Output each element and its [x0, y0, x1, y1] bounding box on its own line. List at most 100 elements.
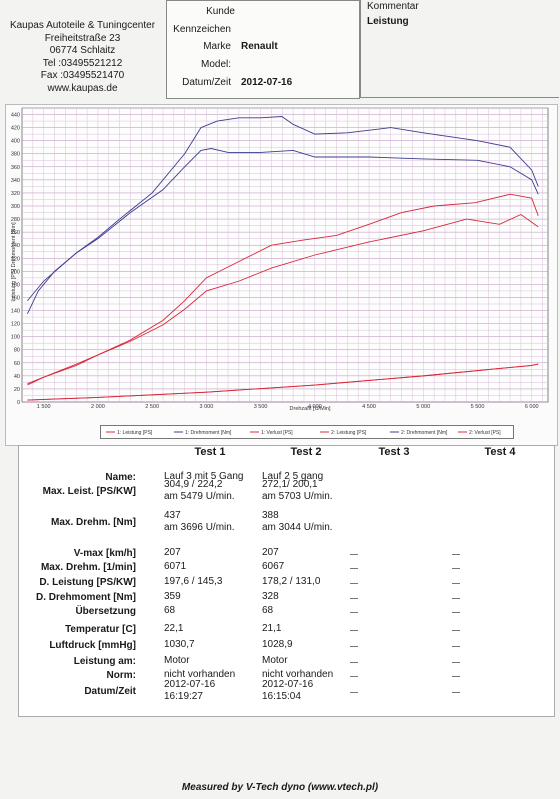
comment-box: Kommentar Leistung	[360, 0, 559, 98]
cell-t2: 207	[262, 547, 279, 558]
y-tick-label: 300	[11, 204, 20, 210]
dyno-chart: 0 20 40 60 80 100 120 140 160 180 200 220 240 260 280 3…	[11, 107, 549, 412]
series-line-6	[27, 363, 539, 401]
empty-cell-dash	[350, 646, 358, 647]
row-label: Name:	[105, 472, 136, 483]
x-tick-label: 5 000	[416, 404, 430, 410]
cell-t1: 304,9 / 224,2 am 5479 U/min.	[164, 479, 235, 502]
y-tick-label: 20	[14, 387, 20, 393]
empty-cell-dash	[350, 568, 358, 569]
kunde-label: Kunde	[206, 6, 235, 17]
footer-credit: Measured by V-Tech dyno (www.vtech.pl)	[181, 782, 379, 793]
results-table	[18, 445, 555, 717]
company-name: Kaupas Autoteile & Tuningcenter	[9, 20, 156, 31]
cell-t2: 328	[262, 591, 279, 602]
row-label: D. Drehmoment [Nm]	[35, 592, 136, 603]
cell-t1: 359	[164, 591, 181, 602]
x-tick-label: 4 500	[362, 404, 376, 410]
y-tick-label: 380	[11, 152, 20, 158]
legend-item: 1: Drehmoment [Nm]	[185, 430, 232, 436]
kennzeichen-label: Kennzeichen	[173, 24, 231, 35]
empty-cell-dash	[452, 568, 460, 569]
empty-cell-dash	[452, 598, 460, 599]
x-tick-label: 4 000	[308, 404, 322, 410]
cell-t1: 1030,7	[164, 639, 195, 650]
empty-cell-dash	[452, 676, 460, 677]
datum-label: Datum/Zeit	[182, 77, 231, 88]
cell-t1: 2012-07-16 16:19:27	[164, 679, 216, 702]
empty-cell-dash	[350, 583, 358, 584]
empty-cell-dash	[350, 612, 358, 613]
y-tick-label: 120	[11, 322, 20, 328]
series-line-5	[27, 148, 539, 302]
cell-t2: 388 am 3044 U/min.	[262, 510, 333, 533]
vehicle-info-box: Kunde Kennzeichen Marke Renault Model: D…	[166, 0, 360, 99]
empty-cell-dash	[350, 598, 358, 599]
y-tick-label: 360	[11, 165, 20, 171]
series-line-4	[27, 213, 539, 386]
y-tick-label: 220	[11, 256, 20, 262]
cell-t2: 2012-07-16 16:15:04	[262, 679, 314, 702]
y-tick-label: 280	[11, 217, 20, 223]
row-label: Übersetzung	[75, 606, 136, 617]
cell-t1: 207	[164, 547, 181, 558]
cell-t1: 6071	[164, 561, 187, 572]
empty-cell-dash	[350, 676, 358, 677]
cell-t2: 272,1/ 200,1 am 5703 U/min.	[262, 479, 333, 502]
cell-t1: Motor	[164, 655, 190, 666]
y-tick-label: 180	[11, 282, 20, 288]
chart-series	[27, 116, 539, 401]
empty-cell-dash	[452, 554, 460, 555]
chart-legend	[100, 425, 514, 439]
y-tick-label: 320	[11, 191, 20, 197]
comment-value: Leistung	[367, 16, 409, 27]
cell-t1: Lauf 3 mit 5 Gang	[164, 471, 244, 482]
y-tick-label: 60	[14, 361, 20, 367]
y-tick-label: 0	[17, 400, 20, 406]
empty-cell-dash	[350, 630, 358, 631]
y-tick-label: 80	[14, 348, 20, 354]
row-label: D. Leistung [PS/KW]	[39, 577, 136, 588]
row-label: Max. Drehm. [Nm]	[50, 517, 136, 528]
company-web: www.kaupas.de	[47, 82, 118, 94]
legend-item: 2: Drehmoment [Nm]	[401, 430, 448, 436]
y-tick-label: 260	[11, 230, 20, 236]
modell-label: Model:	[200, 59, 231, 70]
empty-cell-dash	[452, 630, 460, 631]
y-tick-label: 340	[11, 178, 20, 184]
header-test-4: Test 4	[484, 446, 516, 458]
cell-t2: Lauf 2 5 gang	[262, 471, 324, 482]
row-label: Max. Leist. [PS/KW]	[42, 486, 136, 497]
y-tick-label: 240	[11, 243, 20, 249]
x-tick-label: 1 500	[37, 404, 51, 410]
cell-t1: 197,6 / 145,3	[164, 576, 223, 587]
row-label: Max. Drehm. [1/min]	[40, 562, 136, 573]
marke-value: Renault	[241, 41, 278, 52]
header-test-3: Test 3	[378, 446, 410, 458]
empty-cell-dash	[452, 646, 460, 647]
cell-t1: 68	[164, 605, 176, 616]
header-test-1: Test 1	[194, 446, 226, 458]
y-tick-label: 200	[11, 269, 20, 275]
cell-t2: nicht vorhanden	[262, 669, 334, 680]
y-tick-label: 440	[11, 113, 20, 119]
empty-cell-dash	[452, 692, 460, 693]
row-label: Temperatur [C]	[65, 624, 136, 635]
row-label: Norm:	[106, 670, 136, 681]
company-street: Freiheitstraße 23	[44, 32, 121, 44]
x-tick-label: 5 500	[471, 404, 485, 410]
cell-t2: 68	[262, 605, 274, 616]
row-label: Luftdruck [mmHg]	[49, 640, 136, 651]
y-tick-label: 40	[14, 374, 20, 380]
y-tick-label: 400	[11, 139, 20, 145]
chart-ticks: 0 20 40 60 80 100 120 140 160 180 200 220 240 260 280 3…	[11, 113, 539, 410]
y-tick-label: 100	[11, 335, 20, 341]
cell-t2: 6067	[262, 561, 285, 572]
chart-grid	[21, 107, 549, 403]
row-label: V-max [km/h]	[73, 548, 136, 559]
series-line-2	[27, 116, 539, 314]
empty-cell-dash	[452, 662, 460, 663]
plot-area	[21, 107, 549, 403]
cell-t2: 21,1	[262, 623, 282, 634]
cell-t1: nicht vorhanden	[164, 669, 236, 680]
